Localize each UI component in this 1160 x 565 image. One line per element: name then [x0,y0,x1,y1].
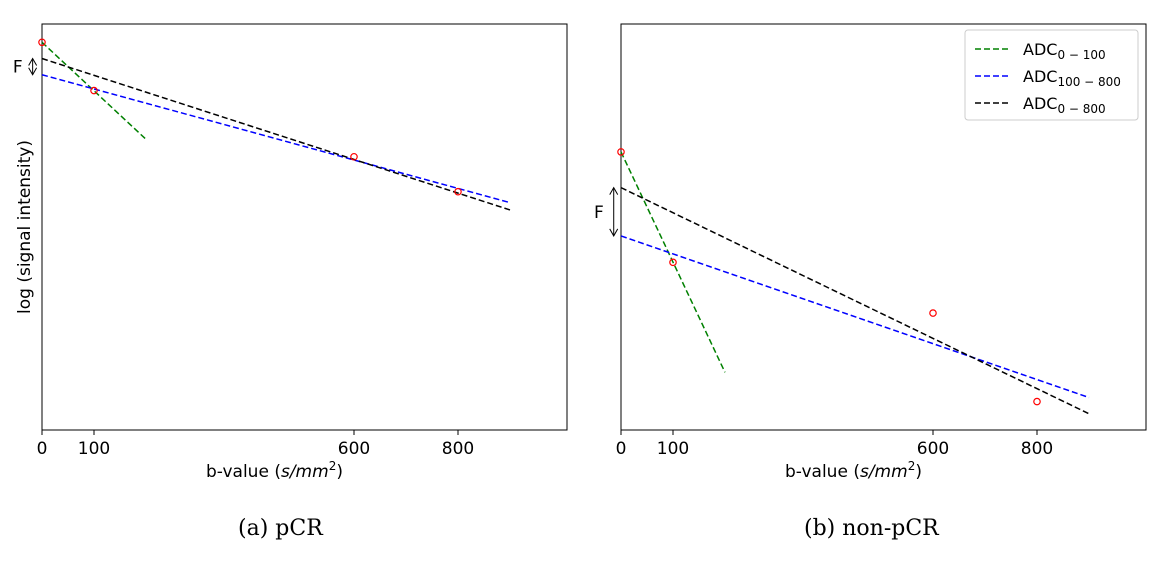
f-label: F [13,58,23,78]
fit-line-adc-100-800 [620,235,1090,399]
chart-panel-non-pcr: 0 100 600 800 b-value (s/mm2) F ADC0 − 100 ADC1… [594,23,1147,482]
chart-panel-pcr: 0 100 600 800 b-value (s/mm2) log (signal int… [13,23,568,482]
data-point [90,86,98,95]
x-tick-label: 100 [657,439,689,459]
fit-line-adc-0-800 [620,186,1090,415]
fit-line-adc-0-100 [620,151,726,373]
f-label: F [594,203,604,223]
x-tick-label: 800 [1021,439,1053,459]
data-point [350,152,358,161]
x-tick-label: 100 [78,439,110,459]
x-tick-label: 600 [338,439,370,459]
fit-line-adc-100-800 [41,74,511,204]
data-point [929,309,937,317]
x-axis-label: b-value (s/mm2) [206,459,343,482]
data-point [1033,397,1041,406]
f-arrow-head-bottom [28,67,38,76]
legend-box [964,29,1139,121]
x-tick-label: 600 [917,439,949,459]
x-tick-label: 0 [37,439,48,459]
legend-entry: ADC0 − 100 [1023,40,1106,62]
legend-entry: ADC100 − 800 [1023,67,1121,89]
fit-line-adc-0-100 [41,41,147,140]
x-tick-label: 800 [442,439,474,459]
f-arrow-head-top [28,57,38,66]
data-point [617,148,625,156]
x-axis-label: b-value (s/mm2) [785,459,922,482]
legend-entry: ADC0 − 800 [1023,94,1106,116]
data-point [669,258,677,267]
data-point [38,38,46,47]
fit-line-adc-0-800 [41,57,511,211]
caption-non-pcr: (b) non-pCR [804,516,939,541]
plot-frame [620,23,1147,431]
f-arrow-head-top [609,186,619,195]
f-arrow-head-bottom [609,228,619,237]
data-point [454,187,462,196]
plot-frame [41,23,568,431]
x-tick-label: 0 [616,439,627,459]
caption-pcr: (a) pCR [238,516,323,541]
y-axis-label: log (signal intensity) [15,140,35,314]
legend: ADC0 − 100 ADC100 − 800 ADC0 − 800 [964,29,1139,121]
